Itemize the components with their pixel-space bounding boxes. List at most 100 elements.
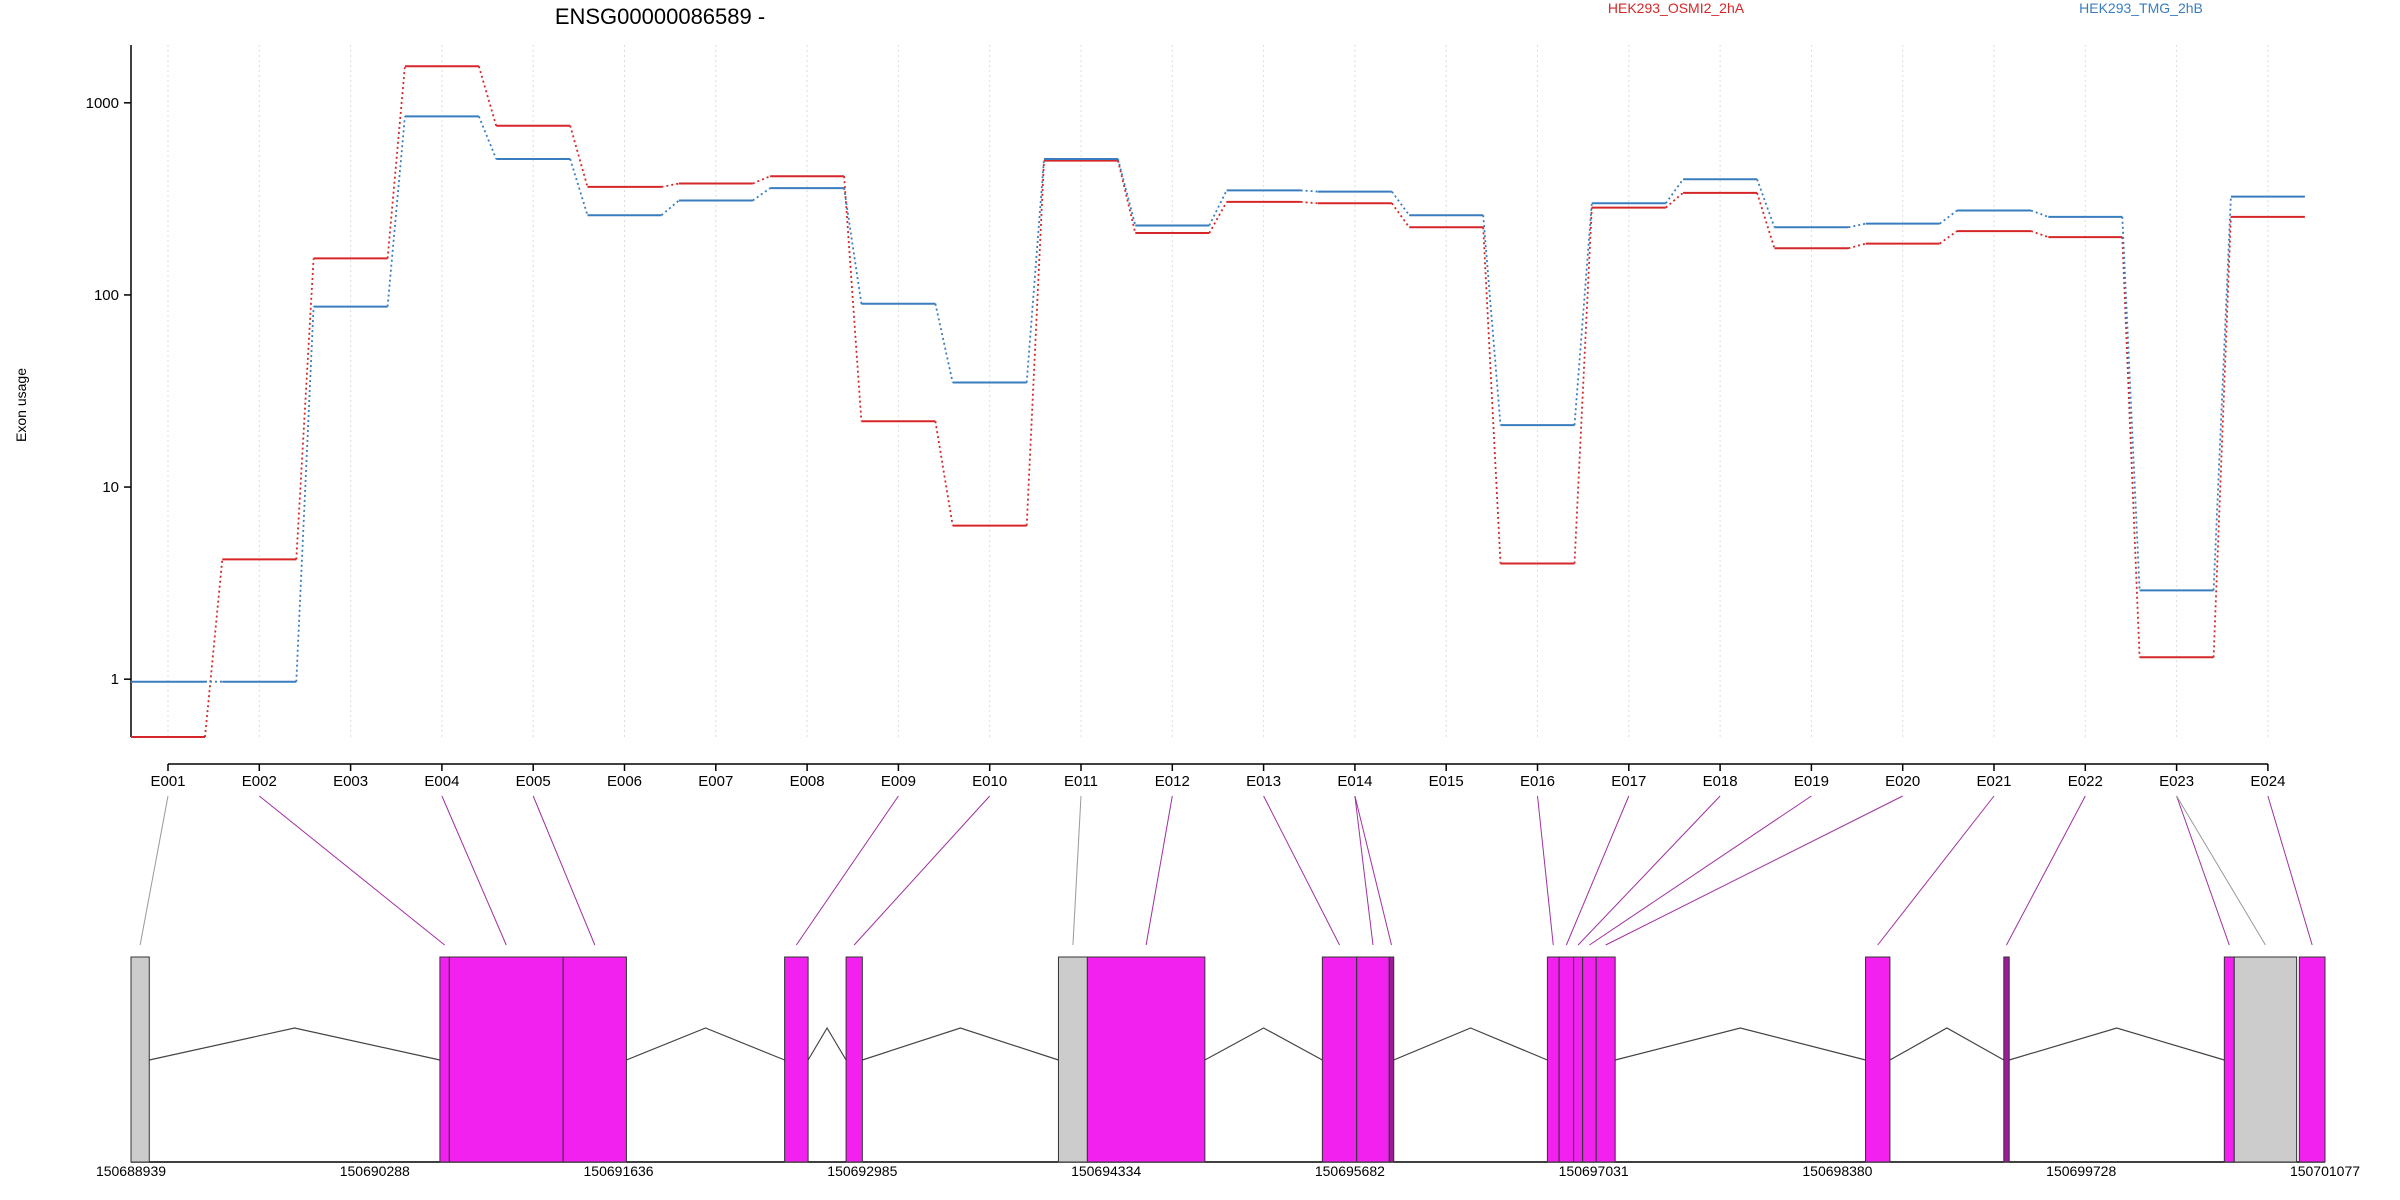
- connector-e016: [1537, 795, 1554, 946]
- series-1-transition: [661, 182, 679, 188]
- series-2-transition: [1025, 158, 1045, 383]
- connector-e012: [1145, 795, 1173, 946]
- exon-box-e019: [1582, 956, 1597, 1163]
- axes: [124, 45, 2269, 771]
- series-2-transition: [934, 303, 954, 383]
- series-1-transition: [1482, 227, 1502, 564]
- x-tick-label-e012: E012: [1155, 773, 1190, 790]
- series-1-transition: [1756, 192, 1776, 249]
- series-2-transition: [478, 116, 498, 160]
- x-tick-label-e007: E007: [698, 773, 733, 790]
- series-1-transition: [2212, 216, 2232, 658]
- exon-box-e012: [1086, 956, 1206, 1163]
- series-1-transition: [1391, 202, 1410, 228]
- series-1-transition: [386, 66, 406, 259]
- x-tick-label-e005: E005: [516, 773, 551, 790]
- intron-line: [1393, 1027, 1548, 1061]
- series-2-transition: [386, 116, 406, 307]
- chart-title: ENSG00000086589 -: [555, 4, 765, 29]
- intron-line: [1889, 1027, 2005, 1061]
- genomic-coordinate-label: 150694334: [1071, 1163, 1141, 1179]
- exon-box-e002: [439, 956, 450, 1163]
- exon-box-e016: [1546, 956, 1560, 1163]
- series-1-transition: [569, 125, 589, 188]
- series-1-transition: [843, 176, 863, 422]
- series-1-transition: [1848, 242, 1866, 250]
- exon-box-e020: [1595, 956, 1616, 1163]
- exon-box-e014: [1356, 956, 1390, 1163]
- exon-box-e004: [448, 956, 564, 1163]
- genomic-coordinate-label: 150692985: [827, 1163, 897, 1179]
- exon-box-e018: [1573, 956, 1584, 1163]
- series-2-transition: [569, 158, 589, 216]
- series-1-transition: [934, 421, 954, 526]
- series-2-transition: [1756, 178, 1776, 228]
- y-tick-label: 1000: [86, 95, 119, 112]
- genomic-coordinate-label: 150698380: [1802, 1163, 1872, 1179]
- series-1-transition: [478, 66, 498, 126]
- exon-box-e013: [1321, 956, 1358, 1163]
- connector-e005: [532, 795, 596, 946]
- vertical-gridlines: [167, 45, 2269, 737]
- series-2-transition: [1208, 190, 1228, 226]
- x-tick-label-e014: E014: [1337, 773, 1372, 790]
- connector-e017: [1565, 795, 1630, 946]
- intron-line: [862, 1027, 1059, 1061]
- connector-e018: [1577, 795, 1721, 946]
- series-2-transition: [660, 199, 680, 216]
- connector-e023: [2176, 795, 2266, 946]
- intron-line: [149, 1027, 441, 1061]
- x-tick-label-e024: E024: [2250, 773, 2285, 790]
- legend-entry-series-1: HEK293_OSMI2_2hA: [1608, 0, 1745, 16]
- x-tick-label-e009: E009: [881, 773, 916, 790]
- series-2-transition: [752, 187, 771, 202]
- exon-box-e010: [845, 956, 863, 1163]
- x-tick-label-e018: E018: [1703, 773, 1738, 790]
- x-tick-label-e019: E019: [1794, 773, 1829, 790]
- x-tick-label-e020: E020: [1885, 773, 1920, 790]
- series-2-transition: [295, 306, 315, 682]
- x-tick-label-e008: E008: [790, 773, 825, 790]
- series-2-transition: [2212, 196, 2232, 591]
- connector-e002: [258, 795, 445, 946]
- connector-e022: [2006, 795, 2086, 946]
- series-1-transition: [2121, 237, 2141, 658]
- y-tick-label: 100: [94, 287, 119, 304]
- series-2-transition: [1117, 158, 1137, 226]
- x-tick-label-e022: E022: [2068, 773, 2103, 790]
- series-2-transition: [1300, 189, 1318, 193]
- genomic-coordinate-label: 150690288: [340, 1163, 410, 1179]
- exon-box-e024: [2298, 956, 2326, 1163]
- intron-line: [2009, 1027, 2225, 1061]
- connector-e023: [2176, 795, 2230, 946]
- series-2-transition: [1848, 222, 1866, 229]
- connector-e020: [1605, 795, 1903, 946]
- series-2-transition: [1939, 209, 1958, 225]
- genomic-coordinate-label: 150688939: [96, 1163, 166, 1179]
- x-tick-label-e016: E016: [1520, 773, 1555, 790]
- series-1-transition: [752, 175, 771, 185]
- intron-line: [1615, 1027, 1866, 1061]
- x-tick-label-e013: E013: [1246, 773, 1281, 790]
- exon-box-e009: [784, 956, 809, 1163]
- x-tick-label-e015: E015: [1429, 773, 1464, 790]
- connector-e001: [139, 795, 169, 946]
- exon-box-e001: [130, 956, 150, 1163]
- gene-model: [130, 956, 2326, 1163]
- intron-line: [807, 1026, 847, 1061]
- series-2-transition: [2030, 209, 2049, 218]
- series-1-transition: [295, 258, 315, 560]
- x-tick-label-e021: E021: [1976, 773, 2011, 790]
- y-tick-label: 10: [102, 479, 119, 496]
- genomic-coordinate-label: 150701077: [2290, 1163, 2360, 1179]
- x-tick-label-e023: E023: [2159, 773, 2194, 790]
- series-1-transition: [1208, 201, 1228, 234]
- chart-text: ENSG00000086589 - Exon usage HEK293_OSMI…: [13, 0, 2360, 1179]
- series-2: [131, 115, 2305, 683]
- series-1-transition: [1300, 201, 1318, 205]
- exon-box-e005: [562, 956, 627, 1163]
- x-tick-label-e017: E017: [1611, 773, 1646, 790]
- series-1-transition: [1665, 192, 1684, 209]
- series-1-transition: [1573, 207, 1593, 564]
